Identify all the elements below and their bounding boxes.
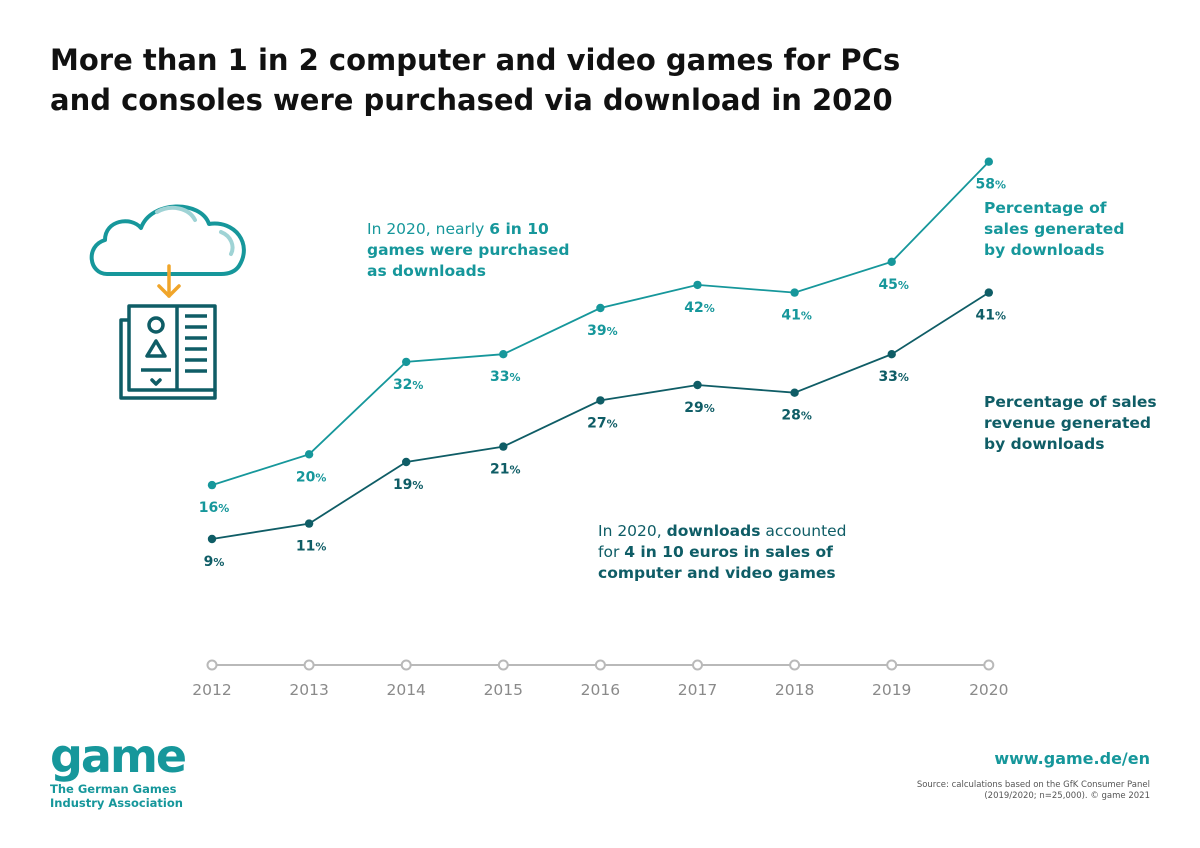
x-axis-tick — [789, 659, 801, 671]
x-axis-tick — [400, 659, 412, 671]
data-label: 33% — [490, 369, 521, 385]
annotation-sales: In 2020, nearly 6 in 10 games were purch… — [367, 219, 570, 282]
data-point — [887, 350, 896, 359]
x-axis-tick — [206, 659, 218, 671]
series-label-sales: Percentage of sales generated by downloa… — [984, 198, 1124, 261]
series-label-revenue-line-1: Percentage of sales — [984, 393, 1157, 411]
data-point — [596, 303, 605, 313]
data-point — [207, 480, 217, 490]
x-tick-label: 2016 — [581, 681, 620, 699]
series-label-revenue: Percentage of sales revenue generated by… — [984, 392, 1157, 455]
data-point — [402, 457, 411, 467]
annotation-revenue-text-1a: In 2020, — [598, 522, 667, 540]
x-tick-label: 2013 — [289, 681, 328, 699]
x-tick-label: 2014 — [386, 681, 425, 699]
series-label-sales-line-1: Percentage of — [984, 199, 1107, 217]
logo-wordmark: game — [50, 729, 187, 783]
series-label-sales-line-2: sales generated — [984, 220, 1125, 238]
data-label: 28% — [781, 408, 812, 424]
annotation-sales-text-1a: In 2020, nearly — [367, 220, 490, 238]
x-axis-tick — [886, 659, 898, 671]
series-sales: 16% 20% 32% 33% 39% 42% 41% 45% 58% — [199, 157, 1007, 516]
data-label: 21% — [490, 462, 521, 478]
data-point — [304, 519, 314, 528]
data-label: 33% — [878, 369, 909, 385]
x-tick-label: 2017 — [678, 681, 717, 699]
x-tick-label: 2015 — [484, 681, 523, 699]
x-tick-label: 2012 — [192, 681, 231, 699]
x-axis-tick — [303, 659, 315, 671]
data-point — [207, 534, 217, 544]
title-line-1: More than 1 in 2 computer and video game… — [50, 43, 901, 77]
data-label: 39% — [587, 323, 618, 339]
series-group: 16% 20% 32% 33% 39% 42% 41% 45% 58% 9% 11% 19% 21% 27… — [199, 157, 1007, 570]
source-line-1: Source: calculations based on the GfK Co… — [916, 780, 1150, 790]
data-label: 41% — [976, 308, 1007, 324]
x-axis-tick — [983, 659, 995, 671]
annotation-revenue-text-2b: 4 in 10 euros in sales of — [624, 543, 833, 561]
x-tick-label: 2018 — [775, 681, 814, 699]
data-point — [499, 442, 508, 451]
data-point — [499, 350, 508, 359]
data-point — [887, 257, 896, 266]
annotation-revenue-text-1b: downloads — [666, 522, 761, 540]
game-box-icon — [119, 304, 217, 400]
annotation-sales-text-3: as downloads — [367, 262, 486, 280]
annotation-revenue-text-2a: for — [598, 543, 625, 561]
source-line-2: (2019/2020; n=25,000). © game 2021 — [984, 791, 1150, 801]
data-point — [693, 280, 702, 290]
x-axis-tick — [497, 659, 509, 671]
data-label: 16% — [199, 500, 230, 516]
x-tick-label: 2020 — [969, 681, 1008, 699]
website-link[interactable]: www.game.de/en — [994, 749, 1150, 768]
game-logo[interactable]: game The German Games Industry Associati… — [50, 729, 187, 810]
data-label: 45% — [878, 277, 909, 293]
data-point — [984, 157, 993, 166]
data-label: 58% — [976, 177, 1007, 193]
download-arrow-icon — [157, 264, 181, 298]
series-revenue: 9% 11% 19% 21% 27% 29% 28% 33% 41% — [204, 288, 1006, 570]
source-note: Source: calculations based on the GfK Co… — [810, 780, 1150, 802]
data-label: 19% — [393, 477, 424, 493]
chart-title: More than 1 in 2 computer and video game… — [50, 40, 1050, 120]
data-point — [693, 380, 702, 390]
annotation-revenue: In 2020, downloads accounted for 4 in 10… — [598, 521, 847, 584]
x-tick-label: 2019 — [872, 681, 911, 699]
data-label: 32% — [393, 377, 424, 393]
data-label: 27% — [587, 415, 618, 431]
title-line-2: and consoles were purchased via download… — [50, 83, 893, 117]
data-point — [790, 388, 799, 397]
data-label: 42% — [684, 300, 715, 316]
annotation-revenue-text-3: computer and video games — [598, 564, 836, 582]
data-point — [790, 288, 799, 297]
logo-tagline-line-2: Industry Association — [50, 796, 183, 810]
data-label: 29% — [684, 400, 715, 416]
annotation-sales-text-2: games were purchased — [367, 241, 570, 259]
data-label: 41% — [781, 308, 812, 324]
x-axis-tick — [692, 659, 703, 671]
download-illustration — [89, 204, 246, 400]
x-axis: 2012 2013 2014 2015 2016 2017 2018 2019 2020 — [192, 659, 1009, 699]
logo-tagline-line-1: The German Games — [50, 782, 177, 796]
data-point — [984, 288, 993, 297]
annotation-sales-text-1b: 6 in 10 — [489, 220, 549, 238]
data-label: 9% — [204, 554, 225, 570]
data-label: 20% — [296, 469, 327, 485]
data-label: 11% — [296, 539, 327, 555]
data-point — [596, 396, 605, 405]
series-label-revenue-line-3: by downloads — [984, 435, 1105, 453]
series-label-sales-line-3: by downloads — [984, 241, 1105, 259]
x-axis-tick — [594, 659, 606, 671]
series-label-revenue-line-2: revenue generated — [984, 414, 1152, 432]
data-point — [304, 450, 314, 459]
annotation-revenue-text-1c: accounted — [760, 522, 847, 540]
logo-tagline: The German Games Industry Association — [50, 782, 185, 810]
cloud-icon — [89, 204, 246, 276]
data-point — [402, 357, 411, 367]
